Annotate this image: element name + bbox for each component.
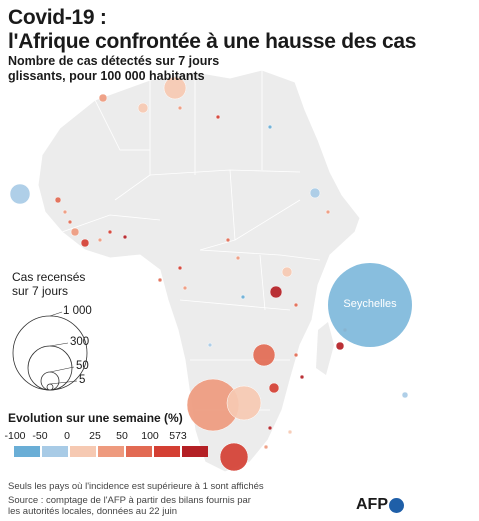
country-bubble bbox=[269, 285, 283, 299]
size-legend-circle bbox=[40, 371, 60, 391]
country-bubble bbox=[67, 219, 73, 225]
country-bubble bbox=[54, 196, 62, 204]
country-bubble bbox=[80, 238, 90, 248]
source-note: Source : comptage de l'AFP à partir des … bbox=[8, 495, 251, 517]
africa-landmass bbox=[37, 69, 361, 473]
size-legend-value-5: 5 bbox=[79, 374, 86, 386]
country-bubbles bbox=[9, 76, 412, 472]
country-bubble bbox=[182, 285, 188, 291]
country-bubble bbox=[163, 76, 187, 100]
country-bubble bbox=[122, 234, 128, 240]
size-legend-leader bbox=[49, 311, 63, 317]
evolution-swatch bbox=[14, 446, 40, 457]
country-bubble bbox=[107, 229, 113, 235]
evolution-swatch bbox=[126, 446, 152, 457]
evolution-tick: -100 bbox=[4, 430, 26, 442]
country-bubble bbox=[225, 237, 231, 243]
seychelles-bubble bbox=[328, 263, 412, 347]
country-bubble bbox=[268, 382, 280, 394]
country-bubble bbox=[309, 187, 321, 199]
page-subtitle: Nombre de cas détectés sur 7 jours gliss… bbox=[8, 54, 220, 83]
country-bubble bbox=[219, 442, 249, 472]
size-legend-leader bbox=[49, 380, 78, 385]
country-bubble bbox=[287, 429, 293, 435]
size-legend-value-50: 50 bbox=[76, 360, 89, 372]
country-bubble bbox=[226, 385, 262, 421]
country-bubble bbox=[240, 294, 246, 300]
country-bubble bbox=[293, 302, 299, 308]
evolution-swatch bbox=[154, 446, 180, 457]
seychelles-label: Seychelles bbox=[343, 298, 397, 310]
country-bubble bbox=[97, 237, 103, 243]
madagascar bbox=[316, 322, 334, 375]
country-bubble bbox=[335, 341, 345, 351]
country-bubble bbox=[235, 255, 241, 261]
evolution-swatch bbox=[42, 446, 68, 457]
country-bubble bbox=[157, 277, 163, 283]
size-legend-leader bbox=[49, 342, 69, 347]
afp-logo-mark bbox=[389, 498, 404, 513]
footnote: Seuls les pays où l'incidence est supéri… bbox=[8, 481, 264, 492]
country-bubble bbox=[62, 209, 68, 215]
size-legend-value-300: 300 bbox=[70, 336, 90, 348]
country-bubble bbox=[267, 425, 273, 431]
country-bubble bbox=[98, 93, 108, 103]
evolution-swatch bbox=[182, 446, 208, 457]
size-legend-title: Cas recensés sur 7 jours bbox=[12, 270, 86, 298]
country-bubble bbox=[299, 374, 305, 380]
country-bubble bbox=[137, 102, 149, 114]
country-bubble bbox=[177, 265, 183, 271]
country-bubble bbox=[293, 352, 299, 358]
country-bubble bbox=[401, 391, 409, 399]
evolution-tick: 50 bbox=[116, 430, 128, 442]
country-bubble bbox=[207, 342, 213, 348]
country-bubble bbox=[9, 183, 31, 205]
page-title: Covid-19 : l'Afrique confrontée à une ha… bbox=[8, 6, 417, 53]
evolution-tick: 0 bbox=[64, 430, 70, 442]
size-legend-leader bbox=[49, 366, 75, 373]
size-legend-value-1000: 1 000 bbox=[63, 305, 92, 317]
country-bubble bbox=[325, 209, 331, 215]
size-legend-circle bbox=[46, 383, 54, 391]
country-bubble bbox=[267, 124, 273, 130]
afp-logo: AFP bbox=[356, 496, 388, 513]
size-legend-circles bbox=[12, 311, 88, 391]
size-legend-circle bbox=[12, 315, 88, 391]
country-bubble bbox=[281, 266, 293, 278]
evolution-tick: 100 bbox=[141, 430, 159, 442]
country-bubble bbox=[263, 444, 269, 450]
evolution-tick: 25 bbox=[89, 430, 101, 442]
evolution-swatch bbox=[98, 446, 124, 457]
country-bubble bbox=[177, 105, 183, 111]
size-legend-circle bbox=[27, 345, 73, 391]
evolution-legend-title: Evolution sur une semaine (%) bbox=[8, 411, 183, 425]
country-bubble bbox=[215, 114, 221, 120]
evolution-tick: 573 bbox=[169, 430, 187, 442]
country-bubble bbox=[252, 343, 276, 367]
evolution-tick: -50 bbox=[32, 430, 48, 442]
evolution-swatch bbox=[70, 446, 96, 457]
country-bubble bbox=[70, 227, 80, 237]
